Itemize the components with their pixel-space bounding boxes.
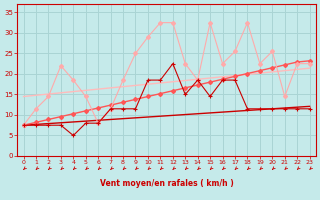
X-axis label: Vent moyen/en rafales ( km/h ): Vent moyen/en rafales ( km/h ) <box>100 179 234 188</box>
